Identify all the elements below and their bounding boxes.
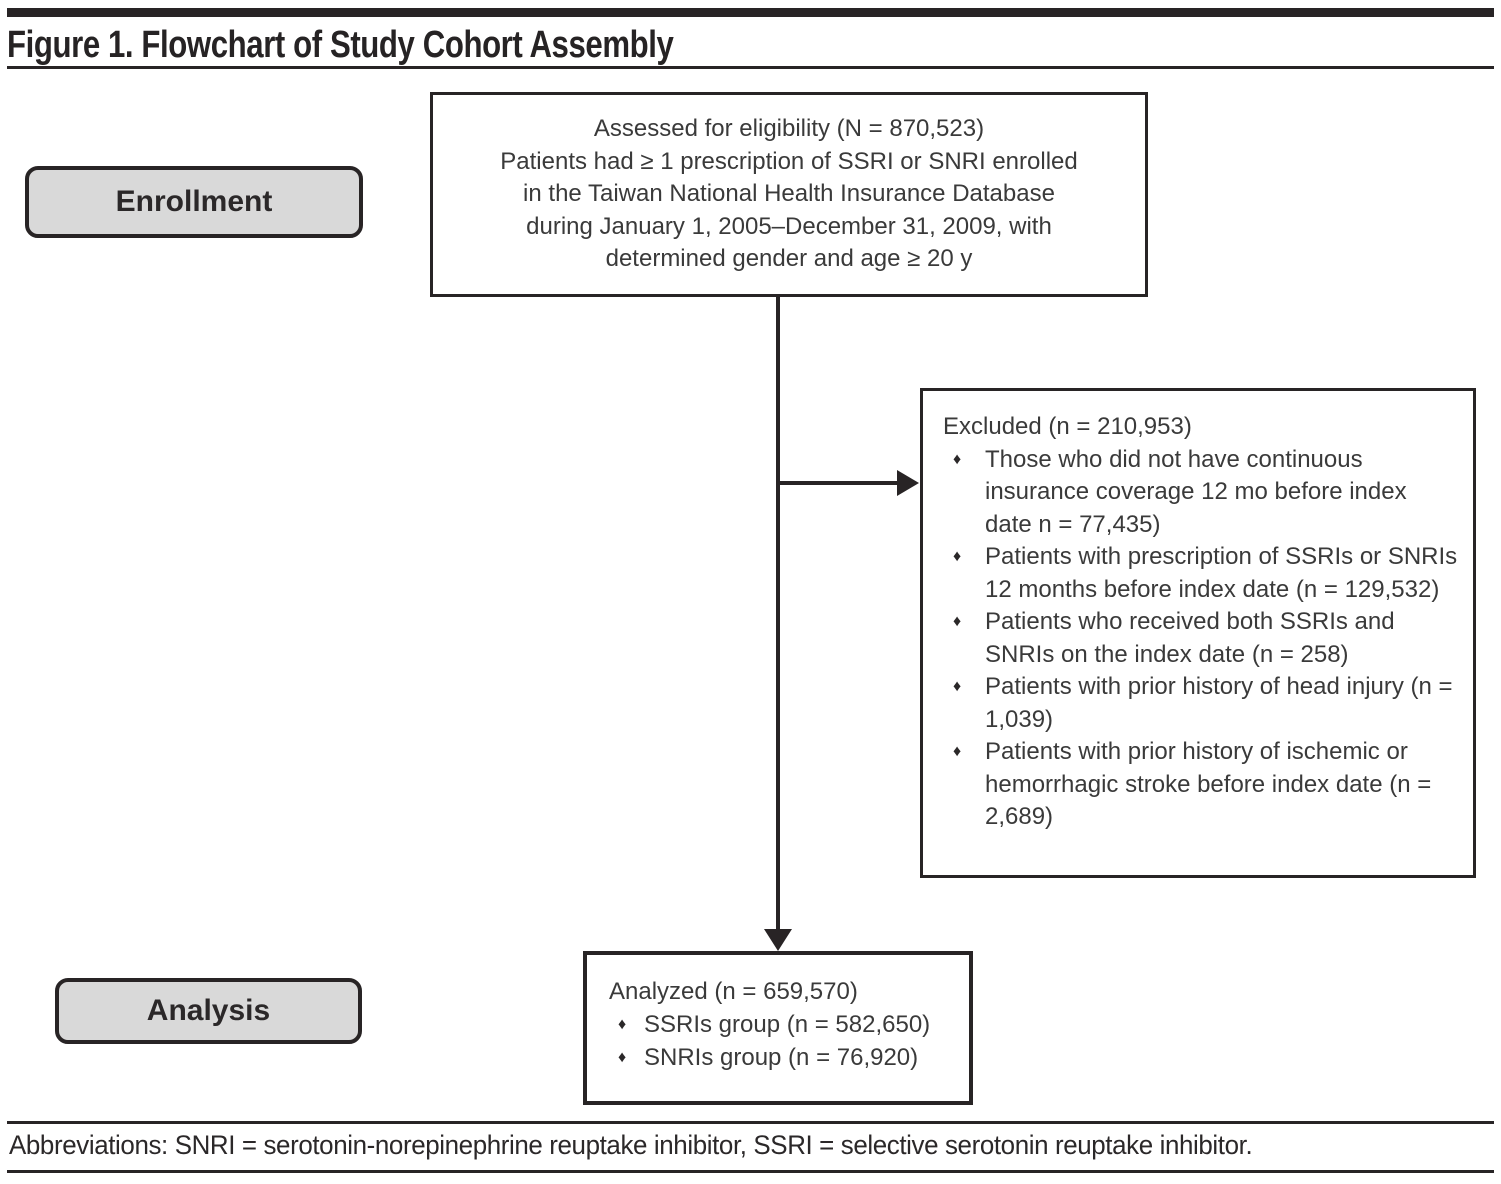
- analyzed-bullet-text: SNRIs group (n = 76,920): [644, 1044, 919, 1071]
- excluded-bullet-text: Patients who received both SSRIs and SNR…: [985, 608, 1395, 668]
- excluded-bullet-text: Patients with prior history of head inju…: [985, 673, 1453, 733]
- enrollment-stage-label: Enrollment: [25, 166, 363, 238]
- analyzed-box: Analyzed (n = 659,570) ♦ SSRIs group (n …: [583, 951, 973, 1105]
- footnote-rule-bottom: [7, 1170, 1494, 1173]
- arrow-right-icon: [897, 470, 919, 496]
- enrollment-stage-label-text: Enrollment: [115, 185, 273, 218]
- figure-title: Figure 1. Flowchart of Study Cohort Asse…: [7, 24, 674, 66]
- bullet-diamond-icon: ♦: [953, 743, 962, 760]
- excluded-bullet-row: ♦ Patients with prescription of SSRIs or…: [943, 541, 1459, 606]
- eligibility-box: Assessed for eligibility (N = 870,523) P…: [430, 92, 1148, 297]
- analyzed-bullet-text: SSRIs group (n = 582,650): [644, 1011, 931, 1038]
- bullet-diamond-icon: ♦: [953, 450, 962, 468]
- top-rule-bar: [7, 8, 1494, 17]
- analyzed-bullet-row: ♦ SNRIs group (n = 76,920): [609, 1041, 959, 1074]
- excluded-bullet-text: Patients with prior history of ischemic …: [985, 738, 1432, 830]
- abbreviations-footnote: Abbreviations: SNRI = serotonin-norepine…: [9, 1130, 1253, 1160]
- analyzed-box-header: Analyzed (n = 659,570): [609, 978, 858, 1005]
- excluded-bullet-row: ♦ Patients with prior history of ischemi…: [943, 736, 1459, 834]
- bullet-diamond-icon: ♦: [618, 1016, 627, 1033]
- excluded-bullet-row: ♦ Those who did not have continuous insu…: [943, 444, 1459, 542]
- excluded-bullet-row: ♦ Patients who received both SSRIs and S…: [943, 606, 1459, 671]
- excluded-bullet-row: ♦ Patients with prior history of head in…: [943, 671, 1459, 736]
- bullet-diamond-icon: ♦: [953, 548, 962, 565]
- excluded-bullet-text: Patients with prescription of SSRIs or S…: [985, 543, 1458, 603]
- title-underline-rule: [7, 66, 1494, 69]
- bullet-diamond-icon: ♦: [618, 1049, 627, 1066]
- excluded-box-header: Excluded (n = 210,953): [943, 413, 1192, 440]
- eligibility-line: Patients had ≥ 1 prescription of SSRI or…: [500, 147, 1078, 175]
- eligibility-line: determined gender and age ≥ 20 y: [605, 245, 973, 273]
- excluded-box: Excluded (n = 210,953) ♦ Those who did n…: [920, 388, 1476, 878]
- flow-connector-horizontal-line: [778, 481, 899, 485]
- analysis-stage-label-text: Analysis: [146, 994, 271, 1027]
- analysis-stage-label: Analysis: [55, 978, 362, 1044]
- bullet-diamond-icon: ♦: [953, 613, 962, 630]
- eligibility-line: Assessed for eligibility (N = 870,523): [593, 115, 985, 143]
- arrow-down-icon: [764, 929, 792, 951]
- footnote-rule-top: [7, 1121, 1494, 1124]
- flow-connector-vertical-line: [776, 297, 780, 930]
- eligibility-line: in the Taiwan National Health Insurance …: [523, 180, 1055, 208]
- excluded-bullet-text: Those who did not have continuous insura…: [985, 445, 1407, 538]
- eligibility-line: during January 1, 2005–December 31, 2009…: [526, 212, 1052, 240]
- bullet-diamond-icon: ♦: [953, 678, 962, 695]
- analyzed-bullet-row: ♦ SSRIs group (n = 582,650): [609, 1008, 959, 1041]
